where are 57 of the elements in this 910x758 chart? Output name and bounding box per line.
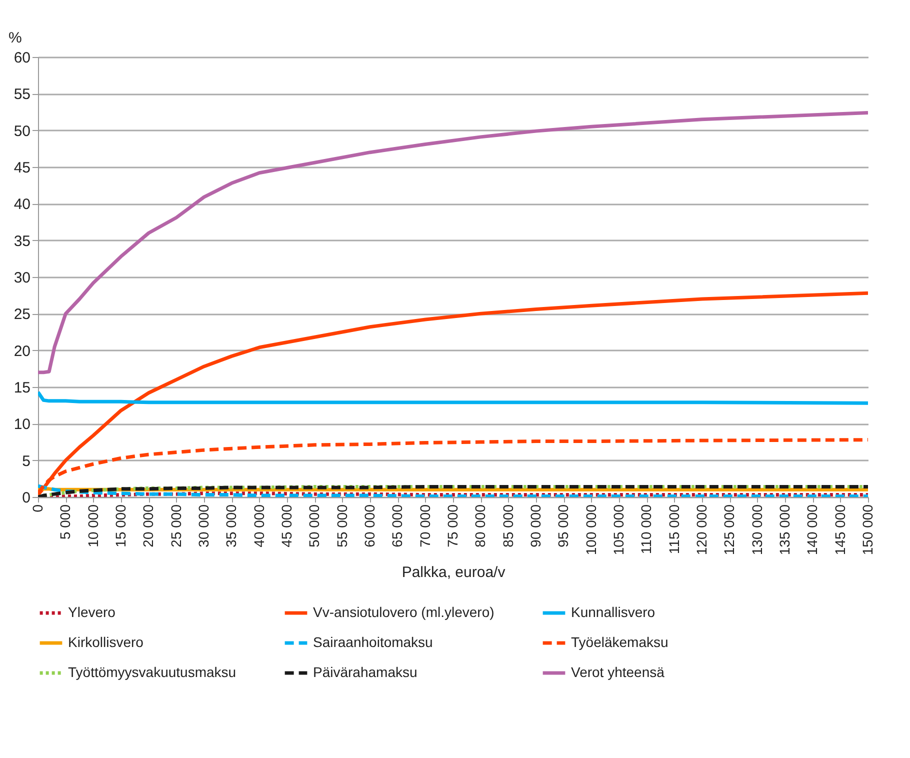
x-tick-label: 55 000 — [334, 504, 350, 548]
x-tick-label: 40 000 — [250, 504, 267, 548]
x-tick-label: 0 — [30, 504, 46, 512]
y-tick-label: 30 — [14, 270, 30, 286]
x-tick-label: 85 000 — [500, 504, 516, 548]
x-tick-label: 30 000 — [196, 504, 212, 548]
x-tick-label: 25 000 — [168, 504, 184, 548]
x-tick-label: 45 000 — [278, 504, 294, 548]
x-tick-label: 50 000 — [306, 504, 322, 548]
legend-label: Ylevero — [68, 604, 116, 620]
y-tick-label: 10 — [14, 416, 30, 434]
y-tick-label: 60 — [14, 50, 30, 66]
line-series — [38, 110, 868, 374]
legend-label: Työttömyysvakuutusmaksu — [68, 664, 236, 680]
legend-label: Sairaanhoitomaksu — [313, 634, 433, 650]
x-tick-label: 15 000 — [112, 504, 128, 548]
x-tick-label: 100 000 — [582, 504, 599, 556]
x-tick-label: 110 000 — [638, 504, 654, 554]
y-tick-label: 50 — [14, 122, 30, 140]
x-tick-label: 145 000 — [832, 504, 848, 556]
x-tick-label: 120 000 — [694, 504, 710, 556]
x-tick-label: 75 000 — [444, 504, 460, 548]
x-tick-label: 95 000 — [555, 504, 572, 548]
x-tick-label: 20 000 — [140, 504, 156, 548]
x-tick-label: 65 000 — [389, 504, 406, 548]
legend-label: Työeläkemaksu — [571, 634, 668, 650]
y-tick-label: 20 — [14, 342, 30, 360]
x-tick-label: 125 000 — [721, 504, 738, 556]
x-tick-label: 5 000 — [57, 504, 74, 540]
legend-label: Verot yhteensä — [571, 664, 665, 680]
x-tick-label: 135 000 — [776, 504, 792, 556]
line-series — [38, 390, 868, 405]
x-tick-label: 115 000 — [666, 504, 682, 554]
legend-label: Kirkollisvero — [68, 634, 144, 650]
x-tick-label: 60 000 — [362, 504, 378, 548]
x-tick-label: 80 000 — [472, 504, 488, 548]
x-tick-label: 35 000 — [223, 504, 240, 548]
y-tick-label: 25 — [14, 306, 30, 324]
legend-label: Vv-ansiotulovero (ml.ylevero) — [313, 604, 494, 620]
x-axis-title: Palkka, euroa/v — [402, 564, 506, 582]
y-tick-label: 35 — [14, 232, 30, 250]
x-tick-label: 90 000 — [528, 504, 544, 548]
y-tick-label: 40 — [14, 196, 30, 214]
x-tick-label: 140 000 — [804, 504, 820, 556]
y-tick-label: 55 — [14, 86, 30, 104]
y-tick-label: 15 — [14, 380, 30, 396]
y-tick-label: 45 — [14, 160, 30, 176]
legend-label: Päivärahamaksu — [313, 664, 418, 680]
y-axis-title: % — [8, 30, 22, 46]
x-tick-label: 150 000 — [860, 504, 876, 556]
y-tick-label: 5 — [22, 452, 30, 470]
x-tick-label: 70 000 — [416, 504, 433, 548]
y-tick-label: 0 — [22, 490, 30, 506]
x-tick-label: 130 000 — [748, 504, 765, 556]
x-tick-label: 10 000 — [84, 504, 101, 548]
x-tick-label: 105 000 — [610, 504, 626, 556]
legend-label: Kunnallisvero — [571, 604, 656, 620]
